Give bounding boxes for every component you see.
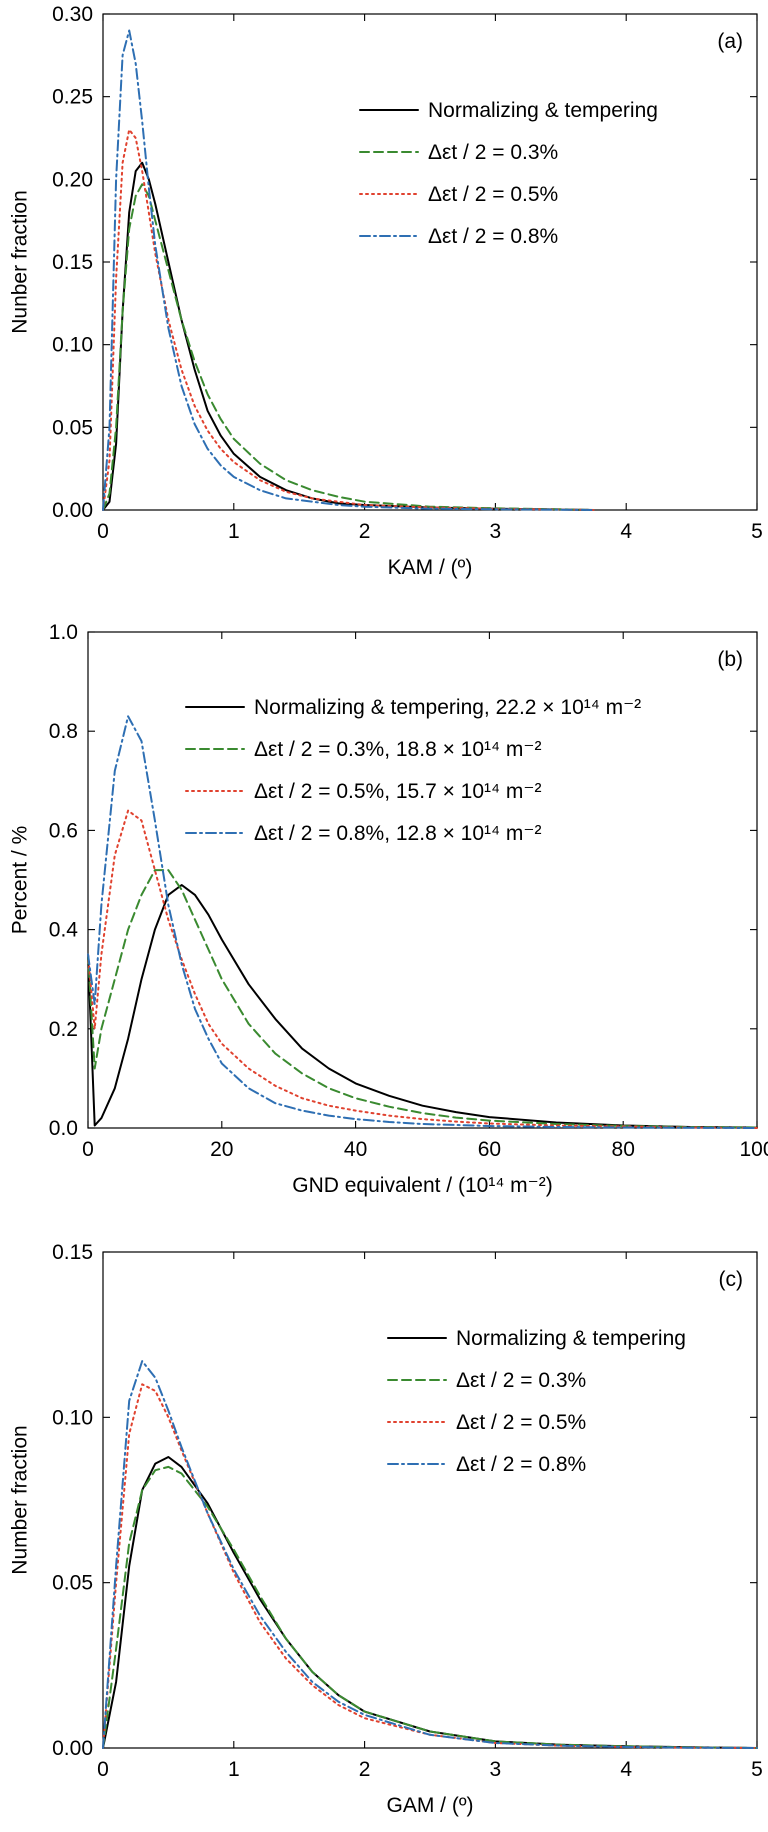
x-tick-label: 2 [359,1758,371,1781]
y-tick-label: 0.8 [49,720,78,743]
y-tick-label: 1.0 [49,621,78,644]
y-tick-label: 0.05 [52,416,93,439]
panel-label: (b) [717,648,743,671]
x-tick-label: 0 [97,1758,109,1781]
legend-label-1: Normalizing & tempering, 22.2 × 10¹⁴ m⁻² [254,696,641,719]
legend-label-1: Normalizing & tempering [456,1327,686,1350]
x-tick-label: 20 [210,1138,233,1161]
x-tick-label: 80 [612,1138,635,1161]
y-tick-label: 0.20 [52,168,93,191]
series-line-2 [102,1465,758,1749]
panel-label: (a) [717,30,743,53]
legend-label-4: Δεt / 2 = 0.8% [428,225,558,248]
series-line-2 [102,183,595,511]
x-tick-label: 3 [490,1758,502,1781]
series-line-1 [102,161,595,511]
panel-label: (c) [719,1268,744,1291]
chart-panel-3: 0 1 2 3 4 5 0.00 0.05 0.10 0.15 GAM / (º) Number fr… [9,1241,763,1817]
chart-panel-1: 0 1 2 3 4 5 0.00 0.05 0.10 0.15 0.20 0.25 0.30 KAM / … [9,3,763,579]
series-line-3 [102,1383,758,1749]
legend-label-4: Δεt / 2 = 0.8%, 12.8 × 10¹⁴ m⁻² [254,822,541,845]
y-tick-label: 0.25 [52,86,93,109]
series-line-4 [87,715,758,1129]
x-tick-label: 5 [751,520,763,543]
series-line-2 [87,869,758,1129]
x-tick-label: 100 [739,1138,768,1161]
series-line-4 [102,1360,758,1749]
y-tick-label: 0.30 [52,3,93,26]
legend-label-3: Δεt / 2 = 0.5% [428,183,558,206]
y-axis-title: Number fraction [9,1425,32,1574]
y-tick-label: 0.05 [52,1572,93,1595]
x-tick-label: 3 [490,520,502,543]
legend-label-1: Normalizing & tempering [428,99,658,122]
legend-label-2: Δεt / 2 = 0.3%, 18.8 × 10¹⁴ m⁻² [254,738,541,761]
x-axis-title: KAM / (º) [388,556,473,579]
series-line-1 [87,884,758,1129]
y-tick-label: 0.00 [52,499,93,522]
plot-frame [87,631,758,1129]
chart-panel-2: 0 20 40 60 80 100 0.0 0.2 0.4 0.6 0.8 1.0 GND equiva… [9,621,768,1197]
y-tick-label: 0.0 [49,1117,78,1140]
series-line-4 [102,29,595,511]
y-tick-label: 0.6 [49,819,78,842]
legend-label-4: Δεt / 2 = 0.8% [456,1453,586,1476]
y-tick-label: 0.10 [52,334,93,357]
x-tick-label: 0 [97,520,109,543]
y-axis-title: Nunber fraction [9,190,32,334]
x-tick-label: 40 [344,1138,367,1161]
x-tick-label: 60 [478,1138,501,1161]
x-tick-label: 4 [620,1758,632,1781]
y-tick-label: 0.10 [52,1406,93,1429]
plot-frame [102,1251,758,1749]
y-tick-label: 0.15 [52,1241,93,1264]
legend-label-3: Δεt / 2 = 0.5%, 15.7 × 10¹⁴ m⁻² [254,780,541,803]
x-tick-label: 4 [620,520,632,543]
y-tick-label: 0.00 [52,1737,93,1760]
series-line-1 [102,1456,758,1749]
x-axis-title: GAM / (º) [387,1794,474,1817]
legend-label-2: Δεt / 2 = 0.3% [456,1369,586,1392]
x-tick-label: 1 [228,520,240,543]
legend-label-2: Δεt / 2 = 0.3% [428,141,558,164]
y-tick-label: 0.15 [52,251,93,274]
series-line-3 [102,128,595,511]
x-tick-label: 5 [751,1758,763,1781]
y-tick-label: 0.2 [49,1018,78,1041]
x-axis-title: GND equivalent / (10¹⁴ m⁻²) [292,1174,553,1197]
y-tick-label: 0.4 [49,919,79,942]
legend-label-3: Δεt / 2 = 0.5% [456,1411,586,1434]
x-tick-label: 2 [359,520,371,543]
series-line-3 [87,809,758,1129]
x-tick-label: 0 [82,1138,94,1161]
x-tick-label: 1 [228,1758,240,1781]
y-axis-title: Percent / % [9,826,32,935]
